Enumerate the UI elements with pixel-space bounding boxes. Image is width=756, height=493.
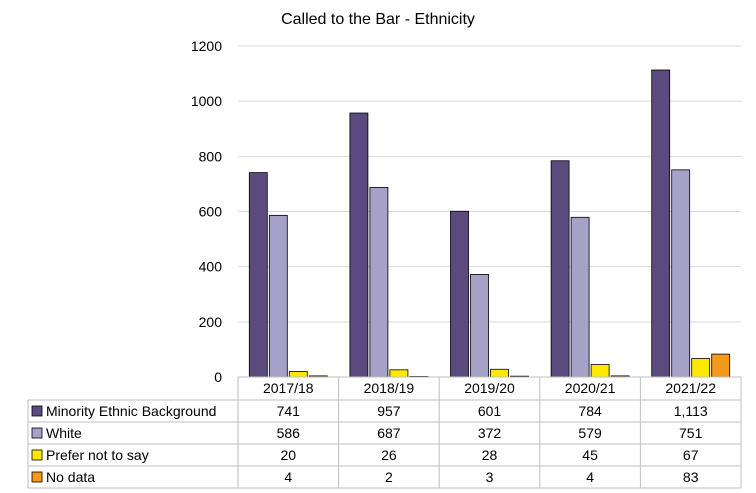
data-label: 751 (679, 425, 703, 441)
data-label: 579 (578, 425, 602, 441)
data-label: 83 (683, 469, 699, 485)
bar-prefer-not-to-say (288, 371, 308, 378)
data-label: 28 (482, 447, 498, 463)
bar-white (470, 273, 489, 378)
bar-white (570, 216, 590, 378)
data-label: 26 (381, 447, 397, 463)
y-tick-label: 800 (199, 148, 223, 164)
legend-swatch (31, 449, 43, 461)
bar-minority-ethnic-background (651, 69, 671, 378)
y-tick-label: 200 (199, 314, 223, 330)
data-label: 741 (277, 403, 301, 419)
bar-white (369, 187, 389, 378)
data-label: 1,113 (674, 403, 708, 419)
bar-minority-ethnic-background (349, 112, 369, 378)
y-tick-label: 0 (214, 369, 222, 385)
data-label: 67 (683, 447, 699, 463)
bar-white (268, 214, 288, 378)
y-tick-label: 400 (199, 259, 223, 275)
bar-white (671, 169, 691, 378)
legend-swatch (31, 405, 43, 417)
x-tick-label: 2019/20 (464, 380, 515, 396)
bar-prefer-not-to-say (691, 358, 711, 378)
data-label: 957 (377, 403, 401, 419)
y-tick-label: 600 (199, 204, 223, 220)
x-tick-label: 2017/18 (263, 380, 314, 396)
data-label: 3 (486, 469, 494, 485)
bar-prefer-not-to-say (490, 368, 509, 378)
x-tick-label: 2020/21 (565, 380, 616, 396)
x-tick-label: 2018/19 (364, 380, 415, 396)
bar-minority-ethnic-background (550, 160, 570, 378)
data-label: 784 (578, 403, 602, 419)
x-tick-label: 2021/22 (665, 380, 716, 396)
data-label: 372 (478, 425, 502, 441)
data-label: 687 (377, 425, 401, 441)
bar-minority-ethnic-background (248, 172, 268, 378)
legend-entry: Minority Ethnic Background (46, 403, 216, 419)
data-label: 586 (277, 425, 301, 441)
bar-prefer-not-to-say (389, 369, 409, 378)
bar-no-data (711, 353, 731, 378)
data-label: 4 (586, 469, 594, 485)
data-label: 2 (385, 469, 393, 485)
legend-entry: Prefer not to say (46, 447, 149, 463)
y-tick-label: 1000 (191, 93, 222, 109)
legend-swatch (31, 427, 43, 439)
data-label: 45 (582, 447, 598, 463)
data-label: 20 (281, 447, 297, 463)
chart-title: Called to the Bar - Ethnicity (281, 11, 475, 28)
data-label: 4 (284, 469, 292, 485)
legend-entry: White (46, 425, 82, 441)
legend-swatch (31, 471, 43, 483)
y-tick-label: 1200 (191, 38, 222, 54)
legend-entry: No data (46, 469, 95, 485)
data-label: 601 (478, 403, 502, 419)
bar-minority-ethnic-background (450, 210, 469, 378)
bar-prefer-not-to-say (590, 364, 610, 378)
